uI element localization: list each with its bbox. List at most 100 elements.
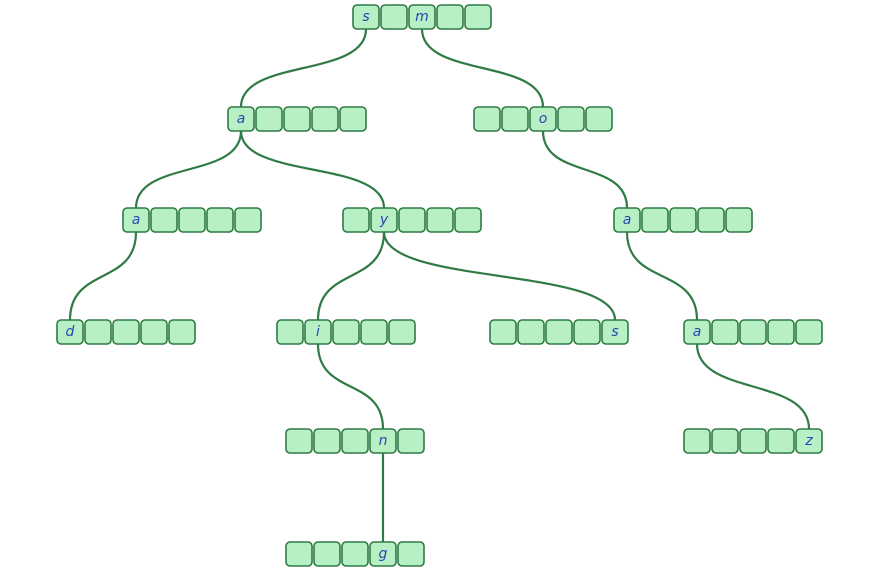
trie-cell: [360, 319, 388, 345]
trie-cell: [398, 207, 426, 233]
cell-letter: o: [539, 111, 548, 127]
trie-cell: [641, 207, 669, 233]
trie-cell: [767, 319, 795, 345]
trie-cell: [227, 106, 255, 132]
trie-node-n_s: s: [489, 319, 629, 345]
trie-cell: [683, 428, 711, 454]
trie-cell: [454, 207, 482, 233]
trie-cell: [276, 319, 304, 345]
trie-cell: [739, 319, 767, 345]
edge-n_a3-to-n_a4: [625, 230, 699, 322]
cell-letter: s: [362, 9, 369, 25]
edge-n_i-to-n_n: [316, 342, 385, 431]
trie-cell: [341, 541, 369, 567]
trie-cell: [669, 207, 697, 233]
trie-cell: [369, 428, 397, 454]
trie-node-n_o: o: [473, 106, 613, 132]
trie-cell: [573, 319, 601, 345]
trie-cell: [255, 106, 283, 132]
cell-letter: a: [693, 324, 702, 340]
trie-cell: [545, 319, 573, 345]
trie-cell: [339, 106, 367, 132]
edge-root-to-n_a1: [239, 27, 368, 109]
cell-letter: a: [237, 111, 246, 127]
trie-cell: [473, 106, 501, 132]
trie-cell: [341, 428, 369, 454]
edge-n_a1-to-n_a2: [134, 129, 243, 210]
trie-cell: [234, 207, 262, 233]
trie-cell: [285, 428, 313, 454]
edge-n_y-to-n_s: [382, 230, 617, 322]
trie-cell: [397, 541, 425, 567]
cell-letter: a: [623, 212, 632, 228]
trie-cell: [84, 319, 112, 345]
trie-cell: [517, 319, 545, 345]
trie-cell: [795, 428, 823, 454]
trie-cell: [601, 319, 629, 345]
cell-letter: s: [611, 324, 618, 340]
trie-cell: [313, 428, 341, 454]
trie-cell: [370, 207, 398, 233]
trie-cell: [557, 106, 585, 132]
trie-cell: [585, 106, 613, 132]
trie-cell: [725, 207, 753, 233]
trie-cell: [342, 207, 370, 233]
trie-cell: [206, 207, 234, 233]
trie-cell: [332, 319, 360, 345]
edge-n_a4-to-n_z: [695, 342, 811, 431]
trie-node-n_i: i: [276, 319, 416, 345]
edge-n_a1-to-n_y: [239, 129, 386, 210]
trie-cell: [397, 428, 425, 454]
trie-cell: [683, 319, 711, 345]
trie-cell: [767, 428, 795, 454]
trie-cell: [613, 207, 641, 233]
trie-cell: [140, 319, 168, 345]
trie-cell: [408, 4, 436, 30]
trie-cell: [168, 319, 196, 345]
trie-node-n_g: g: [285, 541, 425, 567]
trie-node-n_n: n: [285, 428, 425, 454]
trie-cell: [711, 319, 739, 345]
trie-cell: [464, 4, 492, 30]
edge-n_a2-to-n_d: [68, 230, 138, 322]
trie-cell: [112, 319, 140, 345]
trie-cell: [795, 319, 823, 345]
cell-letter: z: [804, 433, 813, 449]
trie-cell: [697, 207, 725, 233]
trie-cell: [311, 106, 339, 132]
trie-node-n_a1: a: [227, 106, 367, 132]
trie-cell: [711, 428, 739, 454]
trie-cell: [56, 319, 84, 345]
cell-letter: a: [132, 212, 141, 228]
trie-node-n_a4: a: [683, 319, 823, 345]
trie-cell: [426, 207, 454, 233]
trie-cell: [501, 106, 529, 132]
trie-cell: [304, 319, 332, 345]
trie-cell: [739, 428, 767, 454]
edge-root-to-n_o: [420, 27, 545, 109]
cell-letter: m: [415, 9, 429, 25]
trie-node-n_d: d: [56, 319, 196, 345]
cell-letter: n: [379, 433, 388, 449]
trie-cell: [122, 207, 150, 233]
cell-letter: g: [379, 546, 388, 562]
edge-n_y-to-n_i: [316, 230, 386, 322]
trie-cell: [380, 4, 408, 30]
trie-cell: [313, 541, 341, 567]
trie-cell: [283, 106, 311, 132]
trie-cell: [178, 207, 206, 233]
trie-node-n_a2: a: [122, 207, 262, 233]
trie-node-n_z: z: [683, 428, 823, 454]
trie-cell: [436, 4, 464, 30]
trie-cell: [150, 207, 178, 233]
trie-node-n_a3: a: [613, 207, 753, 233]
edge-layer: [68, 27, 811, 544]
trie-cell: [352, 4, 380, 30]
trie-cell: [529, 106, 557, 132]
trie-cell: [285, 541, 313, 567]
trie-cell: [489, 319, 517, 345]
cell-letter: d: [66, 324, 75, 340]
trie-cell: [388, 319, 416, 345]
